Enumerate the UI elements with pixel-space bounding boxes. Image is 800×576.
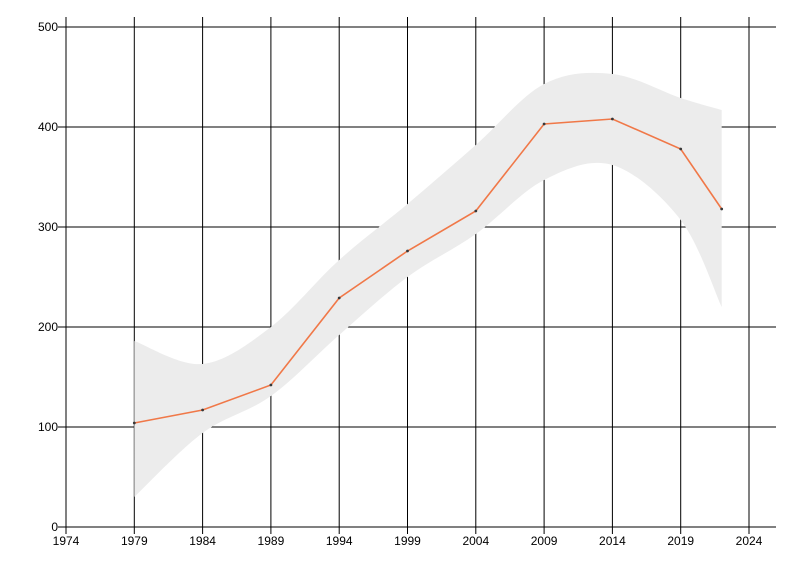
svg-text:300: 300 [38, 220, 58, 234]
svg-text:1989: 1989 [258, 534, 285, 548]
svg-text:2014: 2014 [599, 534, 626, 548]
svg-text:200: 200 [38, 320, 58, 334]
svg-text:1974: 1974 [53, 534, 80, 548]
svg-text:2009: 2009 [531, 534, 558, 548]
svg-text:2004: 2004 [462, 534, 489, 548]
svg-text:1984: 1984 [189, 534, 216, 548]
svg-text:0: 0 [51, 520, 58, 534]
svg-text:1999: 1999 [394, 534, 421, 548]
svg-text:1979: 1979 [121, 534, 148, 548]
svg-text:1994: 1994 [326, 534, 353, 548]
svg-text:500: 500 [38, 20, 58, 34]
svg-text:100: 100 [38, 420, 58, 434]
svg-text:2019: 2019 [667, 534, 694, 548]
svg-text:2024: 2024 [736, 534, 763, 548]
svg-text:400: 400 [38, 120, 58, 134]
